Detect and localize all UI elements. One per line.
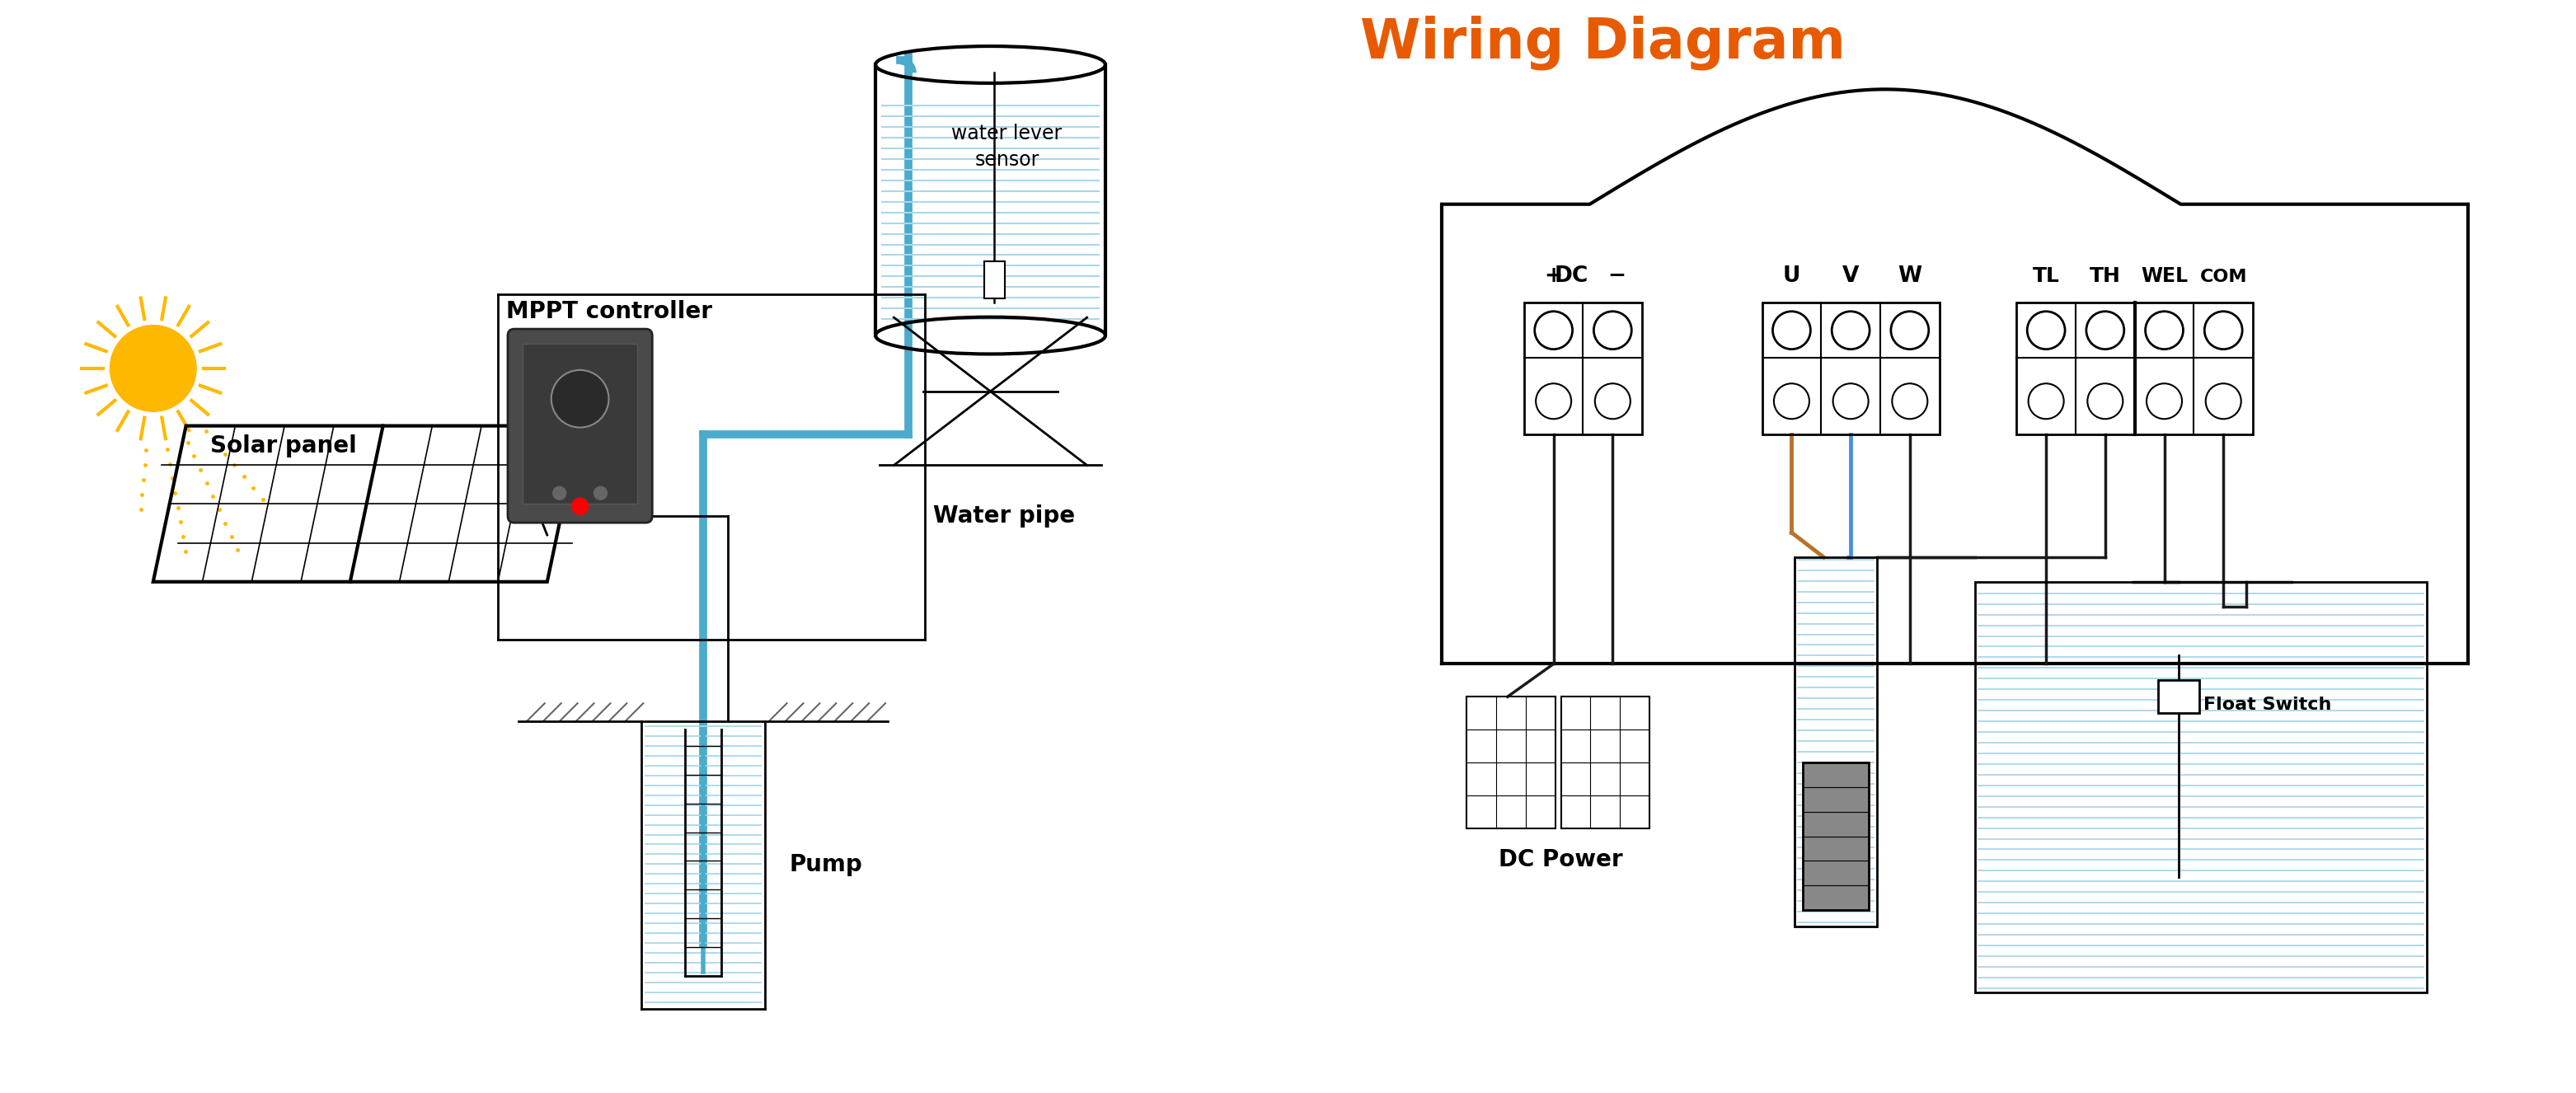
Text: COM: COM [2200,269,2246,285]
Text: DC Power: DC Power [1499,848,1623,871]
Text: +: + [1546,266,1564,287]
Text: Solar panel: Solar panel [211,434,358,457]
Text: Water pipe: Water pipe [933,505,1074,528]
Circle shape [595,486,608,500]
Bar [2159,680,2200,713]
Bar [1762,303,1940,434]
Bar [1976,581,2427,992]
Text: W: W [1899,266,1922,287]
Text: TH: TH [2089,267,2120,286]
Text: Float Switch: Float Switch [2202,696,2331,713]
FancyBboxPatch shape [507,329,652,522]
Bar [1466,696,1556,828]
Text: MPPT controller: MPPT controller [505,301,711,324]
Text: Pump: Pump [788,854,863,877]
Bar [2017,303,2254,434]
Circle shape [551,371,608,427]
Circle shape [572,498,587,515]
Text: DC: DC [1553,266,1589,287]
Text: U: U [1783,266,1801,287]
Bar [1795,557,1878,927]
Bar [523,344,636,504]
Text: −: − [1607,266,1625,287]
Text: water lever
sensor: water lever sensor [951,124,1061,169]
Bar [1561,696,1649,828]
Bar [1525,303,1643,434]
Bar [1803,763,1868,910]
Text: TL: TL [2032,267,2061,286]
Bar [984,261,1005,298]
Circle shape [108,324,198,413]
Text: Wiring Diagram: Wiring Diagram [1360,15,1844,70]
Text: WEL: WEL [2141,267,2187,286]
Text: V: V [1842,266,1860,287]
Circle shape [554,486,567,500]
